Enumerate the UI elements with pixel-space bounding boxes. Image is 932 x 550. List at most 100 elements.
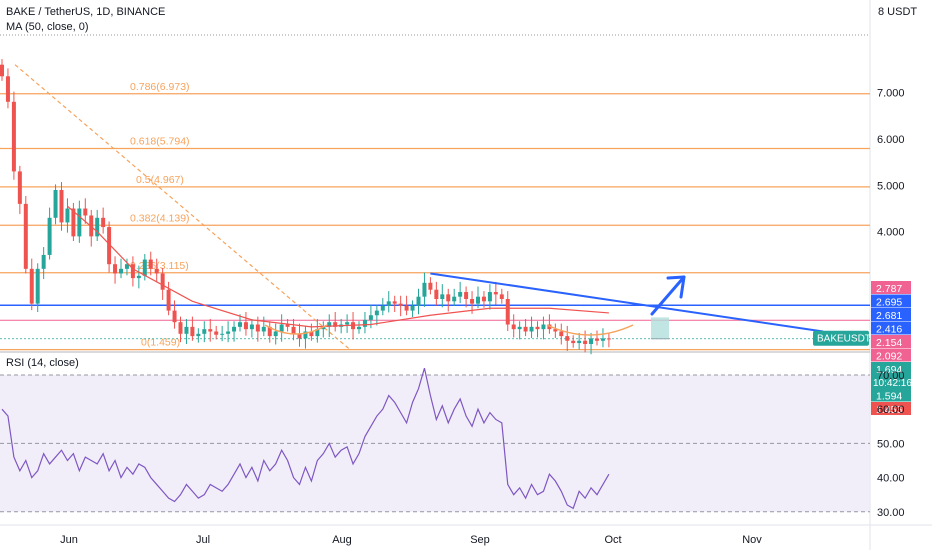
candle — [226, 321, 231, 343]
candle-body — [422, 282, 427, 297]
price-tag: 2.416 — [871, 321, 911, 336]
ma-indicator-label: MA (50, close, 0) — [6, 21, 89, 33]
candle — [232, 321, 237, 342]
candle-body — [261, 326, 266, 332]
candle — [0, 59, 4, 81]
y-tick-label: 5.000 — [877, 180, 905, 192]
candle-body — [368, 315, 373, 320]
price-tag: 2.787 — [871, 281, 911, 295]
candle-body — [119, 268, 123, 274]
fib-level-label: 0.382(4.139) — [130, 212, 190, 224]
price-tag-label: 1.594 — [876, 391, 902, 403]
candle — [345, 314, 350, 333]
currency-label: 8 USDT — [878, 6, 918, 18]
candle — [559, 323, 564, 345]
candle — [565, 325, 570, 351]
candle — [493, 281, 498, 305]
x-tick-label: Jul — [196, 534, 210, 546]
candle-body — [499, 294, 504, 299]
candle-body — [208, 329, 213, 332]
candle — [59, 182, 64, 231]
candle-body — [142, 259, 147, 276]
candle — [279, 314, 284, 342]
candle-body — [428, 282, 433, 290]
symbol-tag-text: BAKEUSDT — [817, 334, 871, 345]
candle-body — [0, 64, 4, 77]
price-tag-bg — [871, 321, 911, 335]
candle — [119, 258, 123, 279]
candle-body — [232, 326, 237, 332]
candle-body — [83, 208, 88, 216]
candle-body — [267, 326, 272, 337]
x-tick-label: Aug — [332, 534, 352, 546]
price-tag: 2.695 — [871, 294, 911, 309]
price-tag-bg — [871, 335, 911, 349]
candle — [184, 318, 189, 345]
candle-body — [345, 322, 350, 325]
rsi-y-tick-label: 30.00 — [877, 507, 905, 519]
price-tag-bg — [871, 402, 911, 416]
candle — [595, 330, 599, 346]
candle — [113, 256, 118, 284]
candle — [410, 300, 415, 318]
candle — [541, 316, 546, 340]
candle-body — [600, 338, 605, 341]
rsi-y-tick-label: 70.00 — [877, 370, 905, 382]
rsi-indicator-label: RSI (14, close) — [6, 357, 79, 369]
candle-body — [303, 331, 308, 339]
candle — [273, 323, 278, 345]
candle — [208, 318, 213, 342]
candle — [65, 198, 70, 233]
price-tag-bg — [871, 362, 911, 390]
candle-body — [511, 324, 516, 330]
price-tag: 1.594 — [871, 388, 911, 403]
candle — [71, 202, 76, 241]
candle — [398, 295, 403, 317]
candle — [553, 323, 558, 338]
candle-body — [202, 329, 207, 334]
candle-body — [327, 322, 332, 327]
candle-body — [386, 301, 391, 306]
candle — [422, 272, 427, 307]
candle-body — [446, 294, 451, 302]
candle-body — [565, 336, 570, 341]
x-tick-label: Nov — [742, 534, 762, 546]
candle-body — [53, 189, 58, 218]
candle-body — [291, 326, 296, 334]
candle-body — [595, 338, 599, 341]
symbol-tag-bg — [813, 330, 869, 346]
candle-body — [404, 305, 409, 311]
candle — [297, 323, 302, 347]
candle-body — [226, 331, 231, 334]
candle-body — [154, 268, 159, 274]
candle — [23, 195, 28, 274]
candle — [440, 284, 445, 308]
candle-body — [392, 301, 397, 304]
candle — [160, 267, 165, 300]
candle — [214, 325, 219, 340]
candle — [481, 291, 486, 308]
candle-body — [529, 326, 534, 332]
candle — [464, 286, 469, 308]
candle — [458, 281, 463, 304]
candle — [243, 311, 248, 336]
candle-body — [476, 296, 480, 304]
rounding-bottom-arc — [546, 324, 634, 336]
candle — [434, 281, 439, 306]
symbol-tag: BAKEUSDT — [813, 330, 871, 346]
candle-body — [398, 303, 403, 306]
candle-body — [249, 324, 254, 330]
candle — [517, 321, 522, 340]
y-tick-label: 4.000 — [877, 227, 905, 239]
candle-body — [11, 101, 16, 172]
candle — [261, 316, 266, 337]
price-tag-bg — [871, 388, 911, 402]
candle-body — [178, 322, 183, 334]
candle-body — [273, 331, 278, 337]
candle-body — [362, 319, 367, 327]
candle-body — [148, 259, 153, 269]
price-tag-label: 2.681 — [876, 310, 902, 322]
candle-body — [487, 292, 492, 302]
candle — [249, 318, 254, 338]
